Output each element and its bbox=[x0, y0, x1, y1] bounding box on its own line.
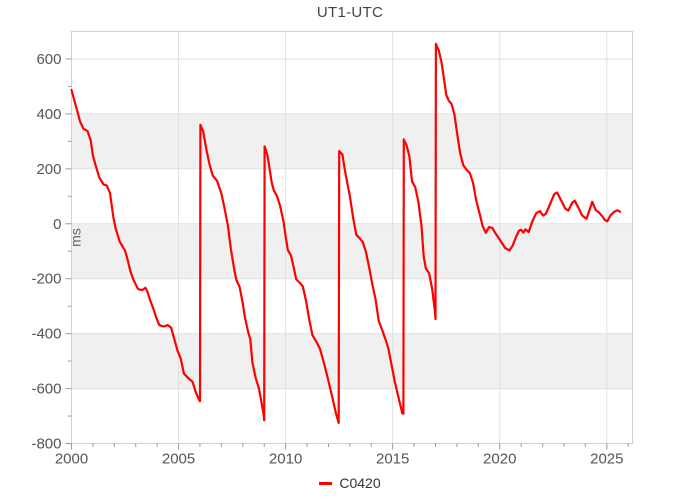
y-tick-label: -200 bbox=[31, 271, 61, 288]
legend-line-swatch bbox=[319, 481, 333, 485]
y-tick-label: 600 bbox=[36, 51, 61, 68]
legend: C0420 bbox=[0, 475, 700, 491]
chart-title: UT1-UTC bbox=[316, 4, 384, 21]
series-line-C0420 bbox=[70, 42, 622, 424]
y-tick-label: -400 bbox=[31, 326, 61, 343]
y-tick-label: -800 bbox=[31, 436, 61, 453]
x-tick-label: 2025 bbox=[590, 451, 623, 468]
shaded-band bbox=[71, 113, 633, 169]
x-tick-label: 2005 bbox=[162, 451, 195, 468]
x-tick-label: 2015 bbox=[376, 451, 409, 468]
y-tick-label: -600 bbox=[31, 381, 61, 398]
x-tick-label: 2020 bbox=[483, 451, 516, 468]
shaded-band bbox=[71, 333, 633, 389]
legend-label: C0420 bbox=[339, 475, 381, 491]
x-tick-label: 2000 bbox=[55, 451, 88, 468]
plot-frame bbox=[71, 31, 633, 444]
y-tick-label: 0 bbox=[53, 216, 61, 233]
shaded-band bbox=[71, 223, 633, 279]
y-tick-label: 200 bbox=[36, 161, 61, 178]
x-tick-label: 2010 bbox=[269, 451, 302, 468]
y-tick-label: 400 bbox=[36, 106, 61, 123]
y-axis-unit-label: ms bbox=[68, 228, 84, 247]
legend-item-c0420[interactable]: C0420 bbox=[319, 475, 381, 491]
